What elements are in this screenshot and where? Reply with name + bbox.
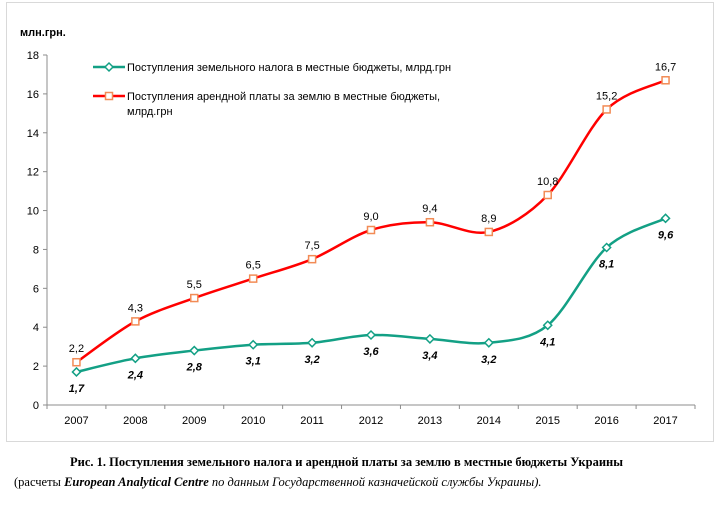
y-tick-label: 0 <box>33 400 39 412</box>
y-tick-label: 6 <box>33 283 39 295</box>
x-tick-label: 2007 <box>64 415 88 427</box>
series-2-data-label: 2,2 <box>69 343 84 355</box>
series-2-point <box>190 293 199 303</box>
caption-source-prefix: (расчеты <box>14 475 65 489</box>
series-1-data-label: 2,8 <box>186 362 203 374</box>
series-1-point <box>189 345 200 356</box>
series-1-point <box>483 337 494 348</box>
series-1-data-label: 3,6 <box>363 346 379 358</box>
series-1-line <box>76 217 667 374</box>
caption-source: (расчеты European Analytical Centre по д… <box>14 472 710 492</box>
series-2-data-label: 9,4 <box>422 203 437 215</box>
y-tick-label: 14 <box>27 128 39 140</box>
series-1-point <box>248 339 259 350</box>
series-layer: 1,7 2,4 2,8 3,1 3,2 3,6 3,4 3,2 4,1 8,1 9,6 2,2 4,3 5… <box>69 61 676 395</box>
x-tick-label: 2009 <box>182 415 206 427</box>
legend-label: млрд.грн <box>127 106 173 118</box>
series-2-data-label: 16,7 <box>655 61 676 73</box>
series-2-point <box>131 317 140 326</box>
y-axis-unit-label: млн.грн. <box>20 27 66 39</box>
figure-caption: Рис. 1. Поступления земельного налога и … <box>14 452 710 492</box>
legend-swatch-marker <box>104 91 114 101</box>
series-1-point <box>424 333 435 344</box>
series-2-point <box>543 190 552 200</box>
series-2-point <box>661 76 670 85</box>
series-1-data-label: 4,1 <box>539 336 555 348</box>
series-1-point <box>365 329 377 341</box>
caption-source-suffix: по данным Государственной казначейской с… <box>208 475 542 489</box>
series-1-data-label: 9,6 <box>658 229 674 241</box>
series-2-point <box>366 225 376 235</box>
axes: 0 2 4 6 8 10 12 14 16 18 2007 2008 2009 2010 2011 2012 2… <box>27 50 696 427</box>
line-chart: млн.грн. 0 2 4 6 8 10 12 14 16 18 2007 2008 2009 2010… <box>20 27 696 427</box>
series-2-point <box>307 254 317 264</box>
x-tick-label: 2016 <box>594 415 618 427</box>
legend-label: Поступления арендной платы за землю в ме… <box>127 91 440 103</box>
caption-title: Рис. 1. Поступления земельного налога и … <box>70 455 623 469</box>
series-2-data-label: 4,3 <box>128 302 143 314</box>
y-tick-label: 10 <box>27 206 39 218</box>
series-2-data-label: 8,9 <box>481 213 496 225</box>
series-1-data-label: 8,1 <box>599 259 614 271</box>
series-1-data-label: 3,2 <box>304 354 319 366</box>
x-tick-label: 2017 <box>653 415 677 427</box>
series-1-data-label: 2,4 <box>127 369 143 381</box>
y-tick-label: 18 <box>27 50 39 62</box>
series-2-point <box>72 357 81 367</box>
series-2-point <box>602 105 611 114</box>
y-tick-label: 12 <box>27 167 39 179</box>
y-tick-label: 4 <box>33 322 39 334</box>
series-1: 1,7 2,4 2,8 3,1 3,2 3,6 3,4 3,2 4,1 8,1 9,6 <box>69 213 674 395</box>
y-tick-label: 8 <box>33 244 39 256</box>
x-tick-label: 2012 <box>359 415 383 427</box>
series-1-point <box>130 353 141 364</box>
series-2-data-label: 9,0 <box>363 211 378 223</box>
legend: Поступления земельного налога в местные … <box>93 61 451 118</box>
x-tick-label: 2014 <box>477 415 501 427</box>
x-tick-label: 2008 <box>123 415 147 427</box>
series-2-data-label: 6,5 <box>246 260 261 272</box>
chart-frame: млн.грн. 0 2 4 6 8 10 12 14 16 18 2007 2008 2009 2010… <box>6 2 714 442</box>
y-tick-label: 16 <box>27 89 39 101</box>
series-1-point <box>71 366 82 378</box>
y-tick-label: 2 <box>33 361 39 373</box>
series-1-point <box>660 213 671 224</box>
series-2-data-label: 7,5 <box>304 240 319 252</box>
legend-swatch-marker <box>103 61 115 73</box>
series-1-data-label: 3,1 <box>246 356 261 368</box>
x-tick-label: 2015 <box>535 415 559 427</box>
series-2-point <box>484 227 494 237</box>
x-tick-label: 2011 <box>300 415 324 427</box>
series-1-data-label: 3,4 <box>422 350 437 362</box>
series-2-data-label: 10,8 <box>537 176 558 188</box>
series-1-data-label: 1,7 <box>69 383 85 395</box>
x-tick-label: 2013 <box>418 415 442 427</box>
legend-item-1: Поступления земельного налога в местные … <box>93 61 451 74</box>
series-1-point <box>601 242 612 253</box>
caption-source-org: European Analytical Centre <box>64 475 209 489</box>
series-1-data-label: 3,2 <box>481 354 496 366</box>
series-2-data-label: 5,5 <box>187 279 202 291</box>
legend-item-2: Поступления арендной платы за землю в ме… <box>93 91 440 118</box>
series-1-point <box>307 337 318 348</box>
series-2-point <box>248 274 258 283</box>
legend-label: Поступления земельного налога в местные … <box>127 62 451 74</box>
series-2-data-label: 15,2 <box>596 90 617 102</box>
x-tick-label: 2010 <box>241 415 265 427</box>
series-2: 2,2 4,3 5,5 6,5 7,5 9,0 9,4 8,9 10,8 15,2 16,7 <box>69 61 676 367</box>
series-2-point <box>425 217 435 227</box>
series-1-point <box>542 320 553 331</box>
